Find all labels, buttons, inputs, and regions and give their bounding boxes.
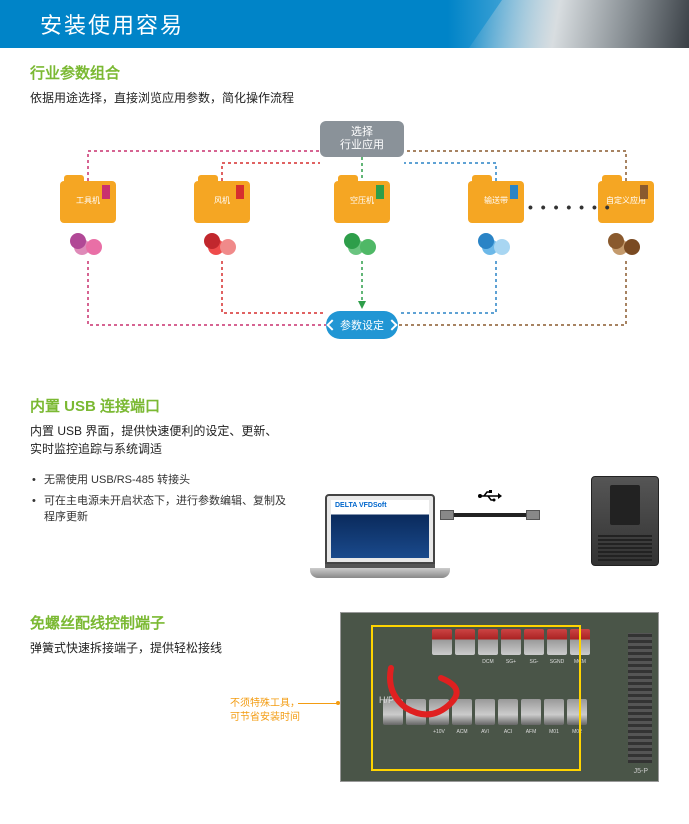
vfd-device-icon bbox=[591, 476, 659, 566]
callout-line1: 不须特殊工具， bbox=[230, 698, 300, 709]
usb-symbol-icon bbox=[478, 488, 502, 509]
bullet-1: 无需使用 USB/RS-485 转接头 bbox=[44, 472, 290, 489]
param-node-label: 参数设定 bbox=[340, 317, 384, 333]
section-industry-params: 行业参数组合 依据用途选择，直接浏览应用参数，简化操作流程 选择 行业应用 bbox=[0, 48, 689, 381]
banner-title: 安装使用容易 bbox=[40, 8, 184, 40]
usb-cable-icon bbox=[440, 510, 540, 520]
banner-photo bbox=[469, 0, 689, 48]
h2-post: 连接端口 bbox=[96, 398, 160, 415]
param-dots-1 bbox=[198, 239, 234, 255]
section2-heading: 内置 USB 连接端口 bbox=[30, 395, 659, 416]
folder-3: 输送带 bbox=[468, 181, 524, 223]
flow-diagram: 选择 行业应用 参数设定 工具机 风机 空压机 输送带 bbox=[30, 121, 659, 371]
section3-heading: 免螺丝配线控制端子 bbox=[30, 612, 320, 633]
section2-desc1: 内置 USB 界面，提供快速便利的设定、更新、 bbox=[30, 422, 659, 440]
laptop-screen-text: DELTA VFDSoft bbox=[331, 500, 429, 511]
side-connector bbox=[628, 633, 652, 763]
section2-desc2: 实时监控追踪与系统调适 bbox=[30, 440, 659, 458]
h2-pre: 内置 bbox=[30, 398, 64, 415]
folder-0: 工具机 bbox=[60, 181, 116, 223]
usb-bullets: 无需使用 USB/RS-485 转接头 可在主电源未开启状态下，进行参数编辑、复… bbox=[30, 468, 290, 578]
usb-illustration: DELTA VFDSoft bbox=[310, 468, 659, 578]
select-node-line2: 行业应用 bbox=[320, 139, 404, 152]
select-application-node: 选择 行业应用 bbox=[320, 121, 404, 157]
callout-line2: 可节省安装时间 bbox=[230, 712, 300, 723]
terminal-photo: DCM SG+ SG- SGND MCM H/P +10V ACM AVI AC… bbox=[340, 612, 659, 782]
section-usb: 内置 USB 连接端口 内置 USB 界面，提供快速便利的设定、更新、 实时监控… bbox=[0, 381, 689, 592]
page-banner: 安装使用容易 bbox=[0, 0, 689, 48]
bullet-2: 可在主电源未开启状态下，进行参数编辑、复制及程序更新 bbox=[44, 493, 290, 526]
folder-1: 风机 bbox=[194, 181, 250, 223]
param-dots-3 bbox=[472, 239, 508, 255]
folder-2: 空压机 bbox=[334, 181, 390, 223]
callout-text: 不须特殊工具， 可节省安装时间 bbox=[30, 697, 320, 725]
parameter-setting-node: 参数设定 bbox=[326, 311, 398, 339]
section3-desc: 弹簧式快速拆接端子，提供轻松接线 bbox=[30, 639, 320, 657]
param-dots-0 bbox=[64, 239, 100, 255]
callout-leader-line bbox=[298, 703, 338, 704]
ellipsis-dots: • • • • • • • bbox=[528, 199, 612, 215]
h2-usb: USB bbox=[64, 398, 96, 415]
section1-desc: 依据用途选择，直接浏览应用参数，简化操作流程 bbox=[30, 89, 659, 107]
side-label: J5-P bbox=[634, 768, 648, 775]
section-terminals: 免螺丝配线控制端子 弹簧式快速拆接端子，提供轻松接线 不须特殊工具， 可节省安装… bbox=[0, 592, 689, 802]
red-wire-icon bbox=[381, 663, 471, 723]
select-node-line1: 选择 bbox=[320, 126, 404, 139]
laptop-icon: DELTA VFDSoft bbox=[310, 494, 450, 578]
param-dots-2 bbox=[338, 239, 374, 255]
param-dots-4 bbox=[602, 239, 638, 255]
section1-heading: 行业参数组合 bbox=[30, 62, 659, 83]
